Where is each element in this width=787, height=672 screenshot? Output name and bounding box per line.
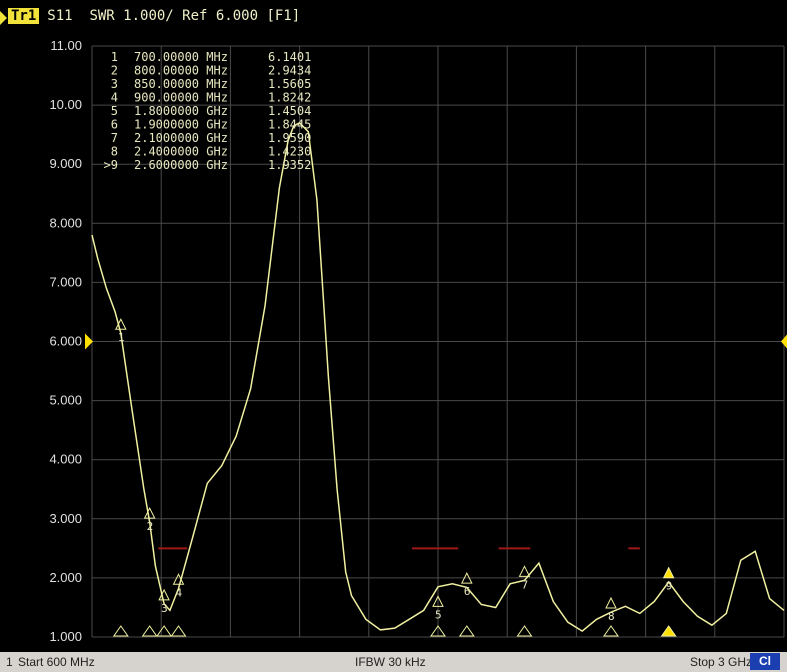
marker-number: 1 [118, 331, 125, 344]
trace-title-bar: Tr1 S11 SWR 1.000/ Ref 6.000 [F1] [0, 6, 301, 26]
channel-number[interactable]: 1 [6, 655, 13, 669]
marker-table-index: >9 [104, 158, 118, 172]
marker-bottom-indicator[interactable] [430, 625, 446, 637]
marker-triangle[interactable] [115, 318, 127, 330]
marker-table-value: 1.5605 [268, 77, 311, 91]
marker-bottom-indicator[interactable] [112, 625, 129, 637]
marker-number: 9 [666, 580, 673, 593]
marker-table-value: 1.4504 [268, 104, 311, 118]
marker-table-frequency: 2.6000000 GHz [134, 158, 228, 172]
y-tick-label: 1.000 [49, 629, 82, 644]
marker-table-frequency: 1.8000000 GHz [134, 104, 228, 118]
y-tick-label: 5.000 [49, 393, 82, 408]
marker-number: 3 [161, 602, 168, 615]
marker-table-value: 6.1401 [268, 50, 311, 64]
marker-triangle[interactable] [518, 565, 531, 577]
marker-table-value: 1.8445 [268, 118, 311, 132]
marker-number: 7 [522, 578, 529, 591]
marker-number: 8 [608, 610, 615, 623]
marker-table-value: 2.9434 [268, 64, 311, 78]
marker-table-index: 5 [111, 104, 118, 118]
marker-table-index: 7 [111, 131, 118, 145]
marker-triangle[interactable] [432, 595, 444, 607]
y-tick-label: 9.000 [49, 156, 82, 171]
marker-bottom-indicator[interactable] [170, 625, 187, 637]
y-tick-label: 8.000 [49, 215, 82, 230]
marker-triangle[interactable] [158, 588, 170, 601]
marker-table-frequency: 700.00000 MHz [134, 50, 228, 64]
marker-triangle[interactable] [143, 507, 156, 519]
marker-table-value: 1.9590 [268, 131, 311, 145]
y-tick-label: 10.00 [49, 97, 82, 112]
marker-table-value: 1.8242 [268, 91, 311, 105]
marker-table-frequency: 2.1000000 GHz [134, 131, 228, 145]
marker-triangle[interactable] [662, 566, 675, 579]
marker-bottom-indicator[interactable] [660, 625, 677, 637]
marker-bottom-indicator[interactable] [458, 625, 475, 637]
marker-number: 5 [435, 608, 442, 621]
start-frequency[interactable]: Start 600 MHz [18, 655, 95, 669]
swr-trace [91, 121, 785, 633]
marker-triangle[interactable] [172, 573, 185, 585]
y-tick-label: 11.00 [50, 38, 82, 53]
ref-level-arrow-right[interactable] [781, 334, 787, 349]
trace-tag[interactable]: Tr1 [0, 8, 40, 25]
y-tick-label: 6.000 [49, 334, 82, 349]
status-bar: 1 Start 600 MHz IFBW 30 kHz Stop 3 GHz C… [0, 652, 787, 672]
marker-bottom-indicator[interactable] [156, 625, 173, 637]
y-tick-label: 4.000 [49, 452, 82, 467]
marker-table-value: 1.9352 [268, 158, 311, 172]
y-tick-label: 7.000 [49, 274, 82, 289]
marker-table-index: 4 [111, 91, 118, 105]
marker-number: 6 [464, 585, 471, 598]
calibration-indicator[interactable]: Cl [750, 653, 780, 670]
marker-triangle[interactable] [461, 571, 473, 584]
marker-number: 4 [176, 586, 183, 599]
stop-frequency[interactable]: Stop 3 GHz [690, 655, 753, 669]
marker-bottom-indicator[interactable] [516, 625, 533, 637]
y-tick-label: 3.000 [49, 511, 82, 526]
ref-level-arrow-left[interactable] [85, 333, 93, 350]
marker-table-frequency: 800.00000 MHz [134, 64, 228, 78]
marker-table-frequency: 1.9000000 GHz [134, 118, 228, 132]
marker-table-index: 3 [111, 77, 118, 91]
marker-bottom-indicator[interactable] [141, 625, 158, 637]
marker-table-index: 2 [111, 64, 118, 78]
trace-title: S11 SWR 1.000/ Ref 6.000 [F1] [47, 8, 301, 24]
marker-number: 2 [147, 520, 154, 533]
y-tick-label: 2.000 [49, 570, 82, 585]
marker-table-index: 8 [111, 145, 118, 159]
marker-table-frequency: 900.00000 MHz [134, 91, 228, 105]
marker-table-index: 1 [111, 50, 118, 64]
ifbw-setting[interactable]: IFBW 30 kHz [355, 655, 426, 669]
marker-table-frequency: 850.00000 MHz [134, 77, 228, 91]
marker-triangle[interactable] [605, 596, 617, 609]
marker-bottom-indicator[interactable] [603, 625, 619, 637]
marker-table-value: 1.4230 [268, 145, 311, 159]
marker-table-index: 6 [111, 118, 118, 132]
marker-table-frequency: 2.4000000 GHz [134, 145, 228, 159]
trace-header: Tr1 S11 SWR 1.000/ Ref 6.000 [F1] [0, 0, 787, 30]
